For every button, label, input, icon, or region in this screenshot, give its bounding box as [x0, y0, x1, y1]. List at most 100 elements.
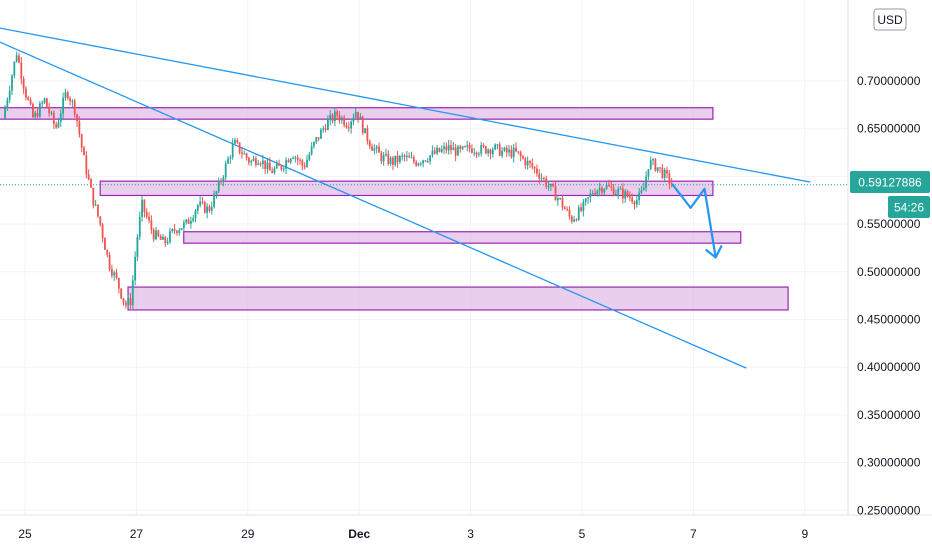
candle-body: [670, 183, 673, 185]
price-tick-label: 0.35000000: [857, 408, 921, 422]
candle-body: [468, 145, 471, 149]
time-tick-label: 3: [467, 527, 474, 541]
candle-body: [649, 160, 652, 170]
candle-body: [496, 144, 499, 146]
candle-body: [531, 163, 534, 168]
candle-body: [633, 202, 636, 205]
candle-body: [440, 149, 443, 152]
candle-body: [201, 201, 204, 203]
candle-body: [573, 219, 576, 222]
candle-body: [248, 157, 250, 163]
candle-body: [127, 298, 130, 306]
current-price-label: 0.59127886: [858, 176, 922, 190]
candle-body: [422, 160, 425, 164]
candle-body: [417, 163, 420, 166]
candle-body: [489, 149, 492, 154]
candle-body: [584, 198, 587, 202]
candle-body: [364, 128, 366, 134]
candle-body: [484, 146, 487, 154]
time-tick-label: 5: [579, 527, 586, 541]
candle-body: [399, 155, 401, 163]
candle-body: [635, 200, 638, 205]
candle-body: [375, 146, 378, 149]
candle-body: [261, 160, 264, 165]
candle-body: [136, 237, 139, 257]
candle-body: [131, 280, 134, 306]
candle-body: [296, 157, 299, 160]
candle-body: [254, 158, 257, 165]
candle-body: [29, 99, 32, 105]
candle-body: [210, 206, 213, 211]
candle-body: [556, 198, 559, 201]
candle-body: [115, 272, 118, 279]
candle-body: [220, 180, 222, 182]
candle-body: [522, 156, 524, 159]
currency-button[interactable]: USD: [873, 8, 907, 31]
candle-body: [50, 112, 53, 114]
candle-body: [617, 189, 620, 194]
candle-body: [76, 114, 78, 122]
candle-body: [129, 298, 132, 306]
candle-body: [48, 106, 51, 114]
candle-body: [619, 188, 622, 190]
time-tick-label: 27: [130, 527, 144, 541]
candle-body: [18, 55, 20, 63]
currency-label[interactable]: USD: [877, 13, 903, 27]
candle-body: [64, 92, 67, 98]
candle-body: [371, 146, 373, 151]
candle-body: [343, 117, 346, 126]
candle-body: [320, 129, 322, 139]
candle-body: [540, 178, 543, 180]
candle-body: [243, 153, 246, 155]
candle-body: [27, 97, 30, 100]
candle-body: [148, 216, 150, 221]
candle-body: [626, 191, 629, 197]
candle-body: [410, 157, 413, 159]
candle-body: [598, 187, 601, 191]
candle-body: [20, 62, 23, 79]
candle-body: [4, 108, 6, 120]
candle-body: [552, 183, 555, 187]
time-tick-label: Dec: [348, 527, 370, 541]
candle-body: [331, 114, 334, 122]
candle-body: [638, 192, 641, 201]
candle-body: [110, 269, 113, 276]
candle-body: [55, 124, 58, 128]
candle-body: [559, 198, 562, 200]
candle-body: [52, 112, 55, 125]
candle-body: [192, 218, 195, 221]
candle-body: [459, 146, 462, 149]
candle-body: [289, 158, 292, 163]
time-tick-label: 9: [801, 527, 808, 541]
candle-body: [519, 152, 522, 157]
candle-body: [87, 174, 90, 180]
candle-body: [429, 155, 431, 162]
candle-body: [162, 236, 164, 240]
candle-body: [357, 111, 359, 119]
price-tick-label: 0.25000000: [857, 503, 921, 517]
candle-body: [324, 128, 327, 130]
candle-body: [241, 152, 243, 154]
candle-body: [213, 194, 215, 207]
candle-body: [517, 151, 520, 153]
trendline: [0, 41, 747, 369]
projection-arrow: [671, 183, 723, 259]
candle-body: [308, 154, 311, 160]
candle-body: [78, 121, 81, 135]
candle-body: [610, 186, 613, 188]
candle-body: [621, 188, 624, 199]
time-tick-label: 29: [241, 527, 255, 541]
candle-body: [13, 61, 16, 76]
candle-body: [264, 160, 267, 170]
projection-arrowhead: [704, 244, 723, 259]
candle-body: [173, 229, 176, 231]
candle-body: [25, 88, 27, 98]
candle-body: [545, 178, 548, 187]
candle-body: [361, 116, 364, 134]
candle-body: [338, 115, 341, 121]
candle-body: [480, 145, 483, 154]
candle-body: [138, 216, 141, 238]
candle-body: [498, 144, 501, 156]
currency-button-bg[interactable]: [873, 8, 907, 31]
